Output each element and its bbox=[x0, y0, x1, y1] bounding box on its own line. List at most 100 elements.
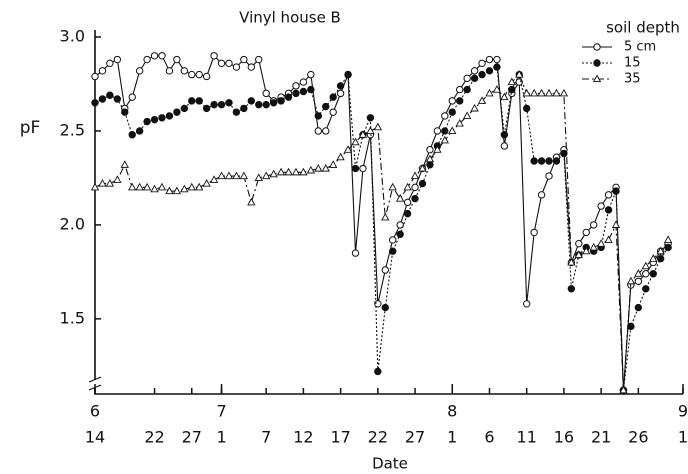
month-label: 9 bbox=[678, 402, 688, 421]
legend-label: 5 cm bbox=[624, 40, 656, 55]
y-tick-label: 1.5 bbox=[60, 308, 85, 327]
data-point bbox=[224, 171, 234, 180]
x-tick-label: 1 bbox=[216, 428, 226, 447]
data-point bbox=[478, 70, 486, 79]
data-point bbox=[284, 93, 293, 101]
data-point bbox=[180, 184, 189, 193]
data-point bbox=[98, 95, 107, 103]
data-point bbox=[470, 67, 479, 75]
data-point bbox=[165, 67, 174, 75]
data-point bbox=[187, 182, 196, 191]
data-point bbox=[202, 179, 211, 187]
data-point bbox=[344, 70, 352, 79]
data-point bbox=[381, 266, 389, 274]
data-point bbox=[105, 179, 115, 187]
data-point bbox=[158, 52, 166, 60]
data-point bbox=[448, 108, 456, 116]
data-point bbox=[292, 89, 300, 98]
data-point bbox=[165, 112, 174, 120]
data-point bbox=[530, 157, 538, 165]
data-point bbox=[336, 89, 345, 98]
month-label: 7 bbox=[216, 402, 226, 421]
data-point bbox=[500, 142, 509, 150]
data-point bbox=[135, 182, 144, 191]
axes bbox=[94, 30, 683, 395]
data-point bbox=[537, 157, 546, 165]
data-point bbox=[522, 300, 531, 308]
data-point bbox=[217, 171, 226, 180]
data-point bbox=[485, 55, 494, 64]
data-point bbox=[232, 63, 241, 71]
x-tick-label: 12 bbox=[293, 428, 313, 447]
data-point bbox=[656, 255, 665, 263]
data-point bbox=[210, 100, 218, 109]
data-point bbox=[388, 182, 397, 191]
x-tick-label: 1 bbox=[447, 428, 457, 447]
series-line bbox=[94, 73, 669, 391]
data-point bbox=[604, 235, 613, 243]
y-tick-label: 2.5 bbox=[60, 120, 85, 139]
data-point bbox=[98, 67, 107, 75]
data-point bbox=[121, 108, 129, 116]
data-point bbox=[351, 249, 360, 257]
data-point bbox=[255, 55, 263, 64]
data-point bbox=[329, 160, 338, 168]
data-point bbox=[441, 112, 449, 120]
data-point bbox=[336, 82, 345, 90]
data-point bbox=[143, 117, 151, 126]
data-point bbox=[440, 135, 449, 144]
data-point bbox=[575, 239, 583, 248]
data-point bbox=[463, 74, 471, 83]
data-point bbox=[456, 85, 464, 94]
x-tick-label: 22 bbox=[368, 428, 388, 447]
data-point bbox=[262, 171, 271, 180]
data-point bbox=[418, 179, 427, 188]
data-point bbox=[91, 72, 99, 81]
chart-title: Vinyl house B bbox=[239, 9, 341, 27]
data-point bbox=[634, 303, 643, 312]
data-point bbox=[477, 96, 487, 104]
data-point bbox=[232, 171, 241, 180]
data-point bbox=[106, 91, 114, 99]
data-point bbox=[396, 221, 404, 229]
data-point bbox=[604, 191, 613, 199]
data-point bbox=[418, 163, 427, 172]
data-point bbox=[611, 220, 621, 228]
data-point bbox=[544, 88, 554, 97]
x-tick-label: 6 bbox=[484, 428, 494, 447]
x-tick-label: 22 bbox=[144, 428, 164, 447]
data-point bbox=[128, 93, 136, 101]
data-point bbox=[529, 88, 539, 97]
data-point bbox=[492, 85, 502, 93]
data-point bbox=[113, 95, 122, 103]
data-point bbox=[627, 322, 635, 331]
data-point bbox=[329, 108, 337, 116]
series-line bbox=[94, 66, 669, 391]
data-point bbox=[247, 197, 256, 206]
data-point bbox=[545, 157, 553, 165]
data-point bbox=[396, 194, 405, 202]
data-point bbox=[582, 228, 590, 237]
data-point bbox=[641, 261, 650, 270]
data-point bbox=[269, 169, 278, 178]
data-point bbox=[173, 108, 181, 116]
data-point bbox=[351, 137, 360, 146]
data-point bbox=[172, 186, 182, 195]
data-point bbox=[411, 183, 419, 192]
data-point bbox=[619, 385, 628, 394]
data-point bbox=[426, 146, 434, 154]
data-point bbox=[255, 100, 263, 109]
data-point bbox=[381, 212, 390, 221]
x-tick-label: 21 bbox=[591, 428, 611, 447]
data-point bbox=[374, 367, 382, 376]
data-point bbox=[649, 270, 657, 278]
data-point bbox=[195, 97, 203, 105]
data-point bbox=[642, 285, 650, 293]
data-point bbox=[299, 87, 308, 96]
data-point bbox=[314, 112, 322, 120]
data-point bbox=[389, 247, 397, 255]
data-point bbox=[634, 277, 643, 285]
data-point bbox=[128, 182, 137, 191]
data-point bbox=[343, 145, 353, 153]
data-point bbox=[351, 164, 360, 173]
